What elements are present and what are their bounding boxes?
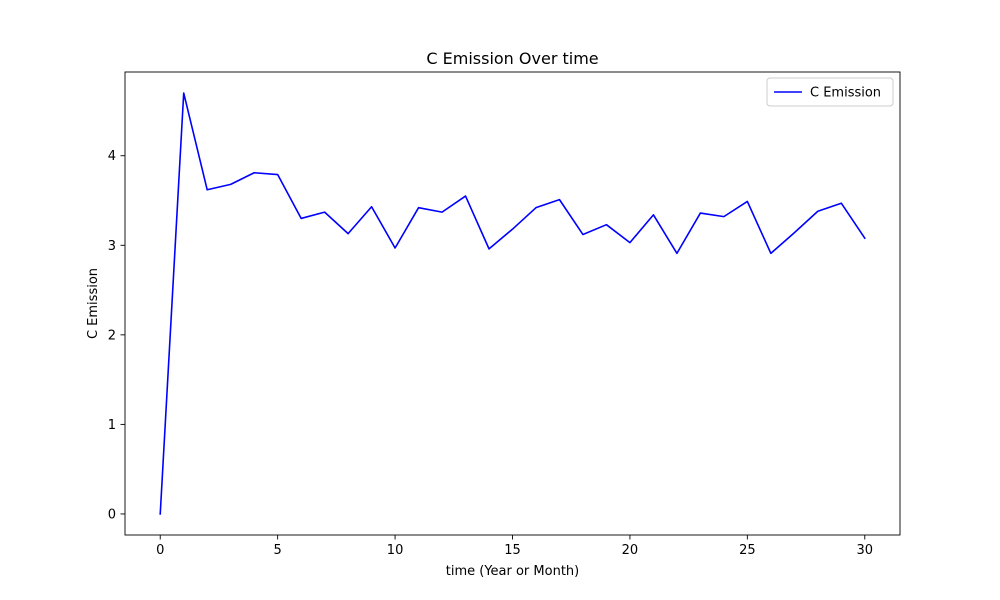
chart-title: C Emission Over time — [426, 49, 598, 68]
axes-frame — [124, 71, 901, 536]
series-line-1 — [159, 92, 866, 515]
y-tick-label: 4 — [108, 149, 116, 164]
y-tick-label: 2 — [108, 328, 116, 343]
legend-box — [766, 77, 894, 107]
legend-label: C Emission — [810, 86, 881, 101]
legend: C Emission — [766, 77, 894, 107]
x-tick-label: 15 — [504, 543, 521, 558]
x-tick-label: 10 — [387, 543, 404, 558]
x-tick-label: 0 — [156, 543, 164, 558]
y-tick-label: 1 — [108, 418, 116, 433]
x-tick-label: 25 — [739, 543, 756, 558]
x-tick-label: 5 — [274, 543, 282, 558]
y-tick-label: 3 — [108, 239, 116, 254]
x-tick-label: 20 — [622, 543, 639, 558]
x-tick-label: 30 — [856, 543, 873, 558]
y-axis-label: C Emission — [86, 268, 101, 339]
x-axis-label: time (Year or Month) — [446, 564, 579, 579]
y-tick-label: 0 — [108, 507, 116, 522]
plot-area: 0 5 10 15 20 25 30 0 1 2 3 4 — [108, 71, 901, 558]
